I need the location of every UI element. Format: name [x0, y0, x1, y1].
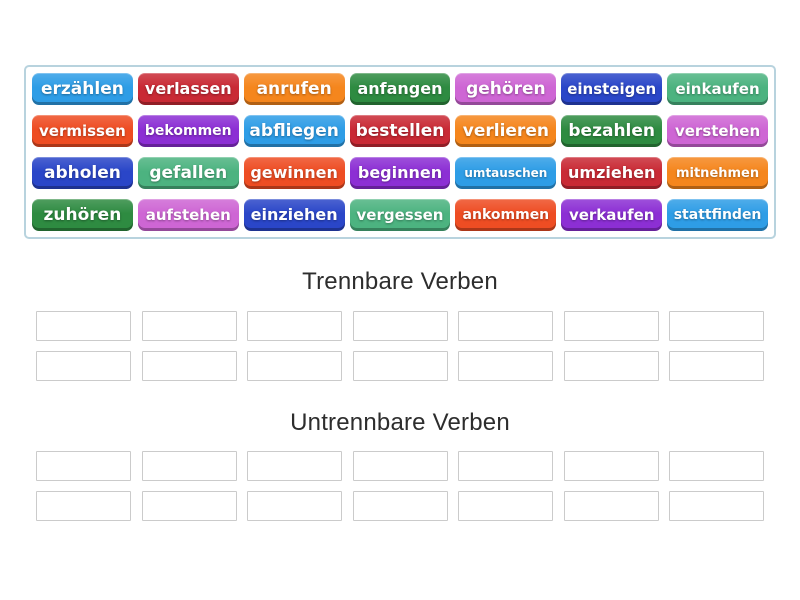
answer-slot[interactable] [563, 311, 659, 341]
answer-slot[interactable] [247, 451, 342, 481]
word-tile[interactable]: umziehen [561, 157, 663, 189]
word-tile[interactable]: anrufen [243, 73, 345, 105]
answer-slot[interactable] [247, 311, 342, 341]
word-tile[interactable]: verstehen [667, 115, 768, 147]
answer-slot[interactable] [36, 491, 131, 521]
word-tile-label: verlassen [144, 79, 232, 98]
word-tile-label: bezahlen [568, 120, 656, 141]
group-title-untrennbare: Untrennbare Verben [290, 409, 510, 436]
word-tile[interactable]: vermissen [32, 115, 133, 147]
word-tile-label: einkaufen [675, 79, 760, 98]
word-tile[interactable]: verlieren [455, 115, 557, 147]
answer-slot[interactable] [563, 351, 659, 381]
word-tile[interactable]: abfliegen [243, 115, 345, 147]
word-tile-label: anrufen [256, 78, 332, 99]
word-tile[interactable]: verlassen [137, 73, 239, 105]
word-tile[interactable]: gewinnen [243, 157, 345, 189]
word-tile[interactable]: abholen [32, 157, 133, 189]
word-tile-label: beginnen [357, 163, 443, 182]
word-tile-label: bekommen [144, 123, 232, 139]
answer-slot[interactable] [669, 491, 764, 521]
word-tile-label: verkaufen [568, 205, 655, 224]
word-tile-label: gehören [466, 78, 546, 99]
word-tile[interactable]: einsteigen [561, 73, 663, 105]
group-title-trennbare: Trennbare Verben [302, 268, 498, 295]
answer-slot[interactable] [669, 451, 764, 481]
answer-slot[interactable] [352, 451, 448, 481]
answer-slot[interactable] [669, 311, 764, 341]
answer-slot[interactable] [458, 351, 553, 381]
word-tile-label: gewinnen [250, 163, 338, 182]
word-tile-label: einsteigen [567, 79, 657, 98]
word-tile[interactable]: ankommen [455, 199, 557, 231]
answer-slot[interactable] [458, 451, 553, 481]
word-tile-label: bestellen [355, 120, 445, 141]
word-tile[interactable]: aufstehen [137, 199, 239, 231]
word-tile-label: mitnehmen [675, 165, 760, 181]
answer-slot[interactable] [458, 311, 553, 341]
answer-slot[interactable] [141, 451, 237, 481]
word-tile-label: einziehen [250, 205, 338, 224]
word-tile[interactable]: erzählen [32, 73, 133, 105]
word-tile[interactable]: bestellen [349, 115, 451, 147]
word-tile[interactable]: gehören [455, 73, 557, 105]
answer-slot[interactable] [669, 351, 764, 381]
word-tile-label: aufstehen [145, 205, 231, 224]
answer-slot[interactable] [352, 311, 448, 341]
word-tile-label: umziehen [568, 163, 656, 182]
answer-slot[interactable] [247, 491, 342, 521]
word-tile[interactable]: einkaufen [667, 73, 768, 105]
word-tile-label: stattfinden [673, 207, 762, 223]
word-tile-label: vergessen [356, 205, 444, 224]
answer-slots-trennbare [36, 311, 764, 381]
word-tile-label: verstehen [674, 121, 761, 140]
word-tile[interactable]: bezahlen [561, 115, 663, 147]
answer-slot[interactable] [36, 311, 131, 341]
answer-slot[interactable] [141, 491, 237, 521]
word-tile-label: anfangen [357, 79, 443, 98]
word-tile-label: zuhören [43, 204, 122, 225]
word-tile-pool: erzählen verlassen anrufen anfangen gehören e… [24, 65, 776, 239]
answer-slot[interactable] [141, 311, 237, 341]
word-tile-label: umtauschen [464, 166, 548, 180]
word-tile-label: erzählen [41, 78, 124, 99]
answer-slot[interactable] [36, 451, 131, 481]
word-tile-label: verlieren [462, 120, 549, 141]
answer-slot[interactable] [36, 351, 131, 381]
answer-slot[interactable] [352, 491, 448, 521]
word-tile[interactable]: beginnen [349, 157, 451, 189]
answer-slot[interactable] [352, 351, 448, 381]
word-tile[interactable]: vergessen [349, 199, 451, 231]
word-tile-label: vermissen [39, 121, 126, 140]
word-tile-label: ankommen [462, 207, 550, 223]
answer-slot[interactable] [141, 351, 237, 381]
word-tile[interactable]: zuhören [32, 199, 133, 231]
answer-slot[interactable] [247, 351, 342, 381]
word-tile[interactable]: anfangen [349, 73, 451, 105]
word-tile-label: abholen [43, 162, 121, 183]
answer-slot[interactable] [563, 451, 659, 481]
word-tile[interactable]: gefallen [137, 157, 239, 189]
word-tile-label: abfliegen [249, 120, 339, 141]
word-tile[interactable]: umtauschen [455, 157, 557, 189]
word-tile[interactable]: stattfinden [667, 199, 768, 231]
word-tile[interactable]: einziehen [243, 199, 345, 231]
word-tile[interactable]: verkaufen [561, 199, 663, 231]
answer-slot[interactable] [458, 491, 553, 521]
answer-slots-untrennbare [36, 451, 764, 521]
word-tile[interactable]: bekommen [137, 115, 239, 147]
word-tile-label: gefallen [149, 162, 228, 183]
word-tile[interactable]: mitnehmen [667, 157, 768, 189]
answer-slot[interactable] [563, 491, 659, 521]
